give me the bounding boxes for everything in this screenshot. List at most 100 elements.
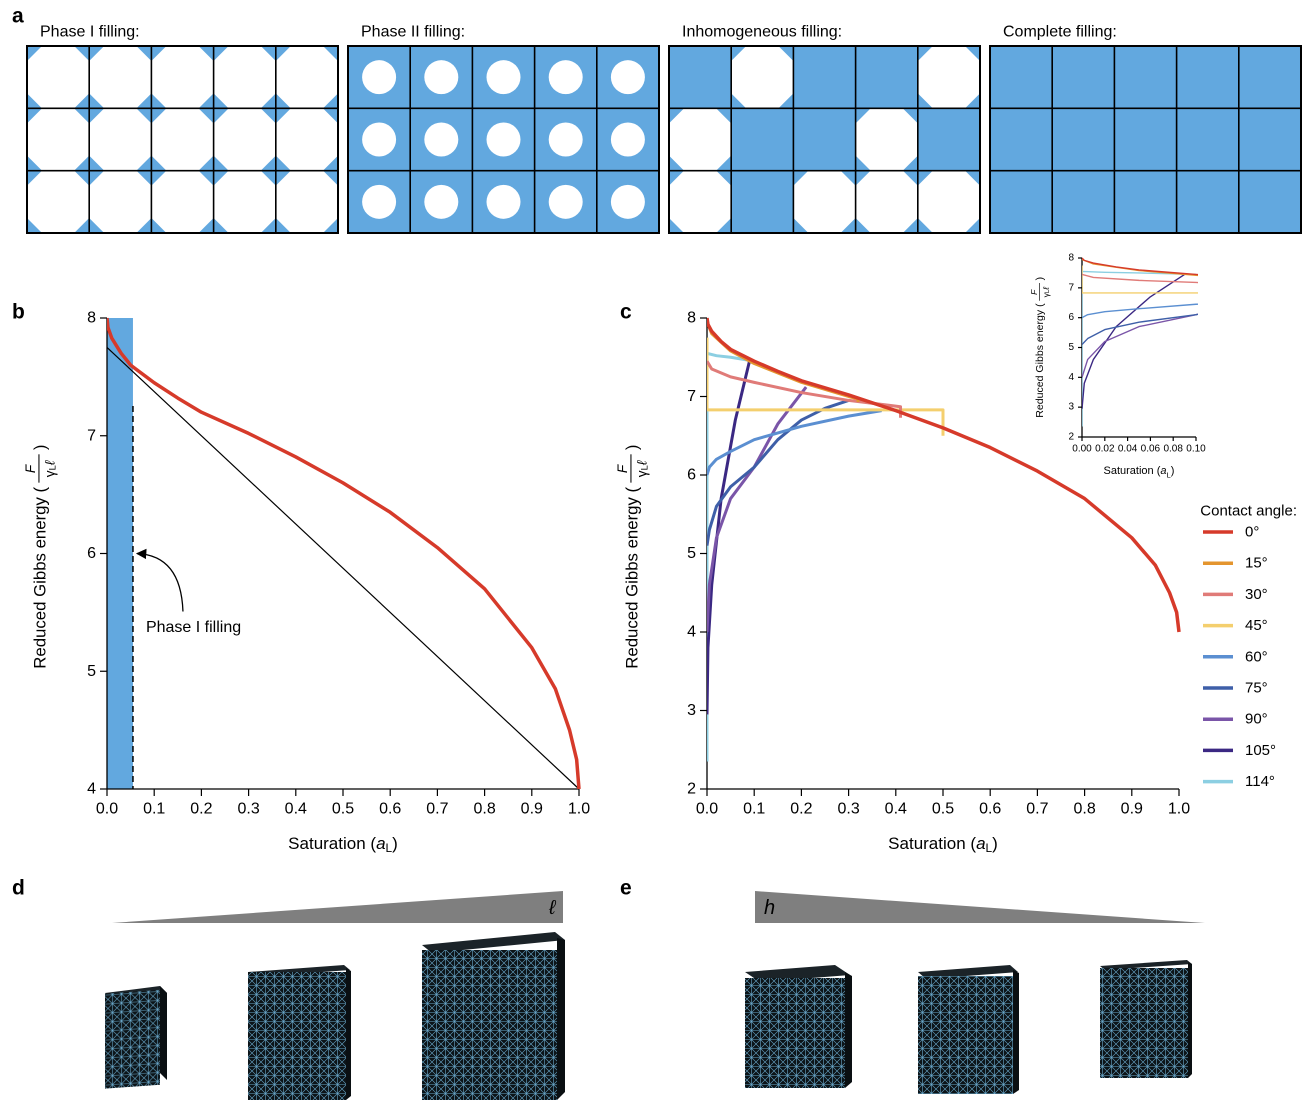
y-tick-label: 7 [687, 388, 696, 405]
y-label-numerator: F [23, 464, 38, 473]
y-label-text: Reduced Gibbs energy ( [31, 486, 50, 668]
cell [1239, 108, 1301, 170]
y-label-symbol: γ [42, 470, 57, 477]
x-tick-label: 0.06 [1141, 444, 1161, 455]
y-tick-label: 2 [1068, 432, 1074, 443]
mesh-block [745, 965, 852, 1088]
x-label-text: ) [992, 834, 998, 853]
pore [669, 171, 731, 233]
pore [27, 171, 89, 233]
annotation: Phase I filling [146, 619, 241, 636]
filling-title: Inhomogeneous filling: [682, 24, 842, 41]
pore [362, 123, 396, 157]
pore [731, 46, 793, 108]
pore [27, 108, 89, 170]
filling-title: Phase I filling: [40, 24, 140, 41]
x-tick-label: 0.10 [1186, 444, 1206, 455]
x-label-text: Saturation ( [888, 834, 976, 853]
legend-label: 105° [1245, 742, 1276, 759]
legend-label: 30° [1245, 586, 1268, 603]
cell [1052, 46, 1114, 108]
y-label-symbol: ℓ [1041, 287, 1051, 291]
x-tick-label: 1.0 [1168, 800, 1190, 817]
y-tick-label: 7 [1068, 282, 1074, 293]
x-tick-label: 0.5 [332, 800, 354, 817]
y-tick-label: 5 [87, 663, 96, 680]
cell [1114, 46, 1176, 108]
x-axis-label: Saturation (aL) [288, 834, 398, 856]
cell [918, 108, 980, 170]
series-line [1082, 258, 1306, 377]
legend-label: 0° [1245, 524, 1259, 541]
mesh-illustrations [105, 891, 1205, 1100]
x-tick-label: 1.0 [568, 800, 590, 817]
legend-label: 60° [1245, 648, 1268, 665]
series-line [107, 318, 579, 789]
pore [151, 46, 213, 108]
cell [1239, 46, 1301, 108]
y-tick-label: 6 [687, 467, 696, 484]
cell [731, 171, 793, 233]
series-line [707, 361, 749, 714]
y-label-text: Reduced Gibbs energy ( [623, 486, 642, 668]
cell [856, 46, 918, 108]
pore [362, 60, 396, 94]
pore [424, 185, 458, 219]
y-tick-label: 8 [687, 310, 696, 327]
pore [611, 123, 645, 157]
x-tick-label: 0.4 [885, 800, 907, 817]
cell [793, 108, 855, 170]
y-tick-label: 4 [87, 781, 96, 798]
x-tick-label: 0.6 [979, 800, 1001, 817]
y-label-subscript: L [47, 465, 58, 470]
x-tick-label: 0.5 [932, 800, 954, 817]
mesh-block [918, 965, 1019, 1094]
panel-label: e [620, 877, 632, 900]
annotation-arrow [137, 554, 183, 612]
scale-label: h [764, 897, 775, 919]
series-line [707, 387, 806, 632]
y-tick-label: 8 [87, 310, 96, 327]
pore [424, 123, 458, 157]
y-label-text: ) [31, 445, 50, 451]
y-label-numerator: F [1029, 289, 1039, 295]
legend-label: 90° [1245, 711, 1268, 728]
x-tick-label: 0.1 [743, 800, 765, 817]
cell [1177, 171, 1239, 233]
cell [990, 171, 1052, 233]
pore [669, 108, 731, 170]
panel-label: c [620, 301, 632, 324]
y-tick-label: 5 [1068, 342, 1074, 353]
pore [856, 171, 918, 233]
filling-title: Phase II filling: [361, 24, 465, 41]
x-label-text: ) [1171, 465, 1175, 477]
cell [1239, 171, 1301, 233]
x-tick-label: 0.02 [1095, 444, 1115, 455]
pore [856, 108, 918, 170]
pore [151, 108, 213, 170]
cell [990, 108, 1052, 170]
x-label-text: Saturation ( [288, 834, 376, 853]
y-label-denominator: γLℓ [1041, 287, 1051, 298]
y-tick-label: 7 [87, 427, 96, 444]
y-label-symbol: γ [634, 470, 649, 477]
panel-label: a [12, 5, 24, 28]
pore [276, 46, 338, 108]
x-tick-label: 0.2 [790, 800, 812, 817]
cell [1114, 108, 1176, 170]
legend-title: Contact angle: [1200, 503, 1297, 520]
pore [151, 171, 213, 233]
x-tick-label: 0.6 [379, 800, 401, 817]
filling-grid [669, 46, 980, 233]
y-label-subscript: L [639, 465, 650, 470]
x-tick-label: 0.8 [473, 800, 495, 817]
pore [214, 171, 276, 233]
y-tick-label: 2 [687, 781, 696, 798]
pore [276, 108, 338, 170]
x-tick-label: 0.9 [521, 800, 543, 817]
y-tick-label: 3 [687, 702, 696, 719]
x-tick-label: 0.8 [1073, 800, 1095, 817]
pore [487, 123, 521, 157]
